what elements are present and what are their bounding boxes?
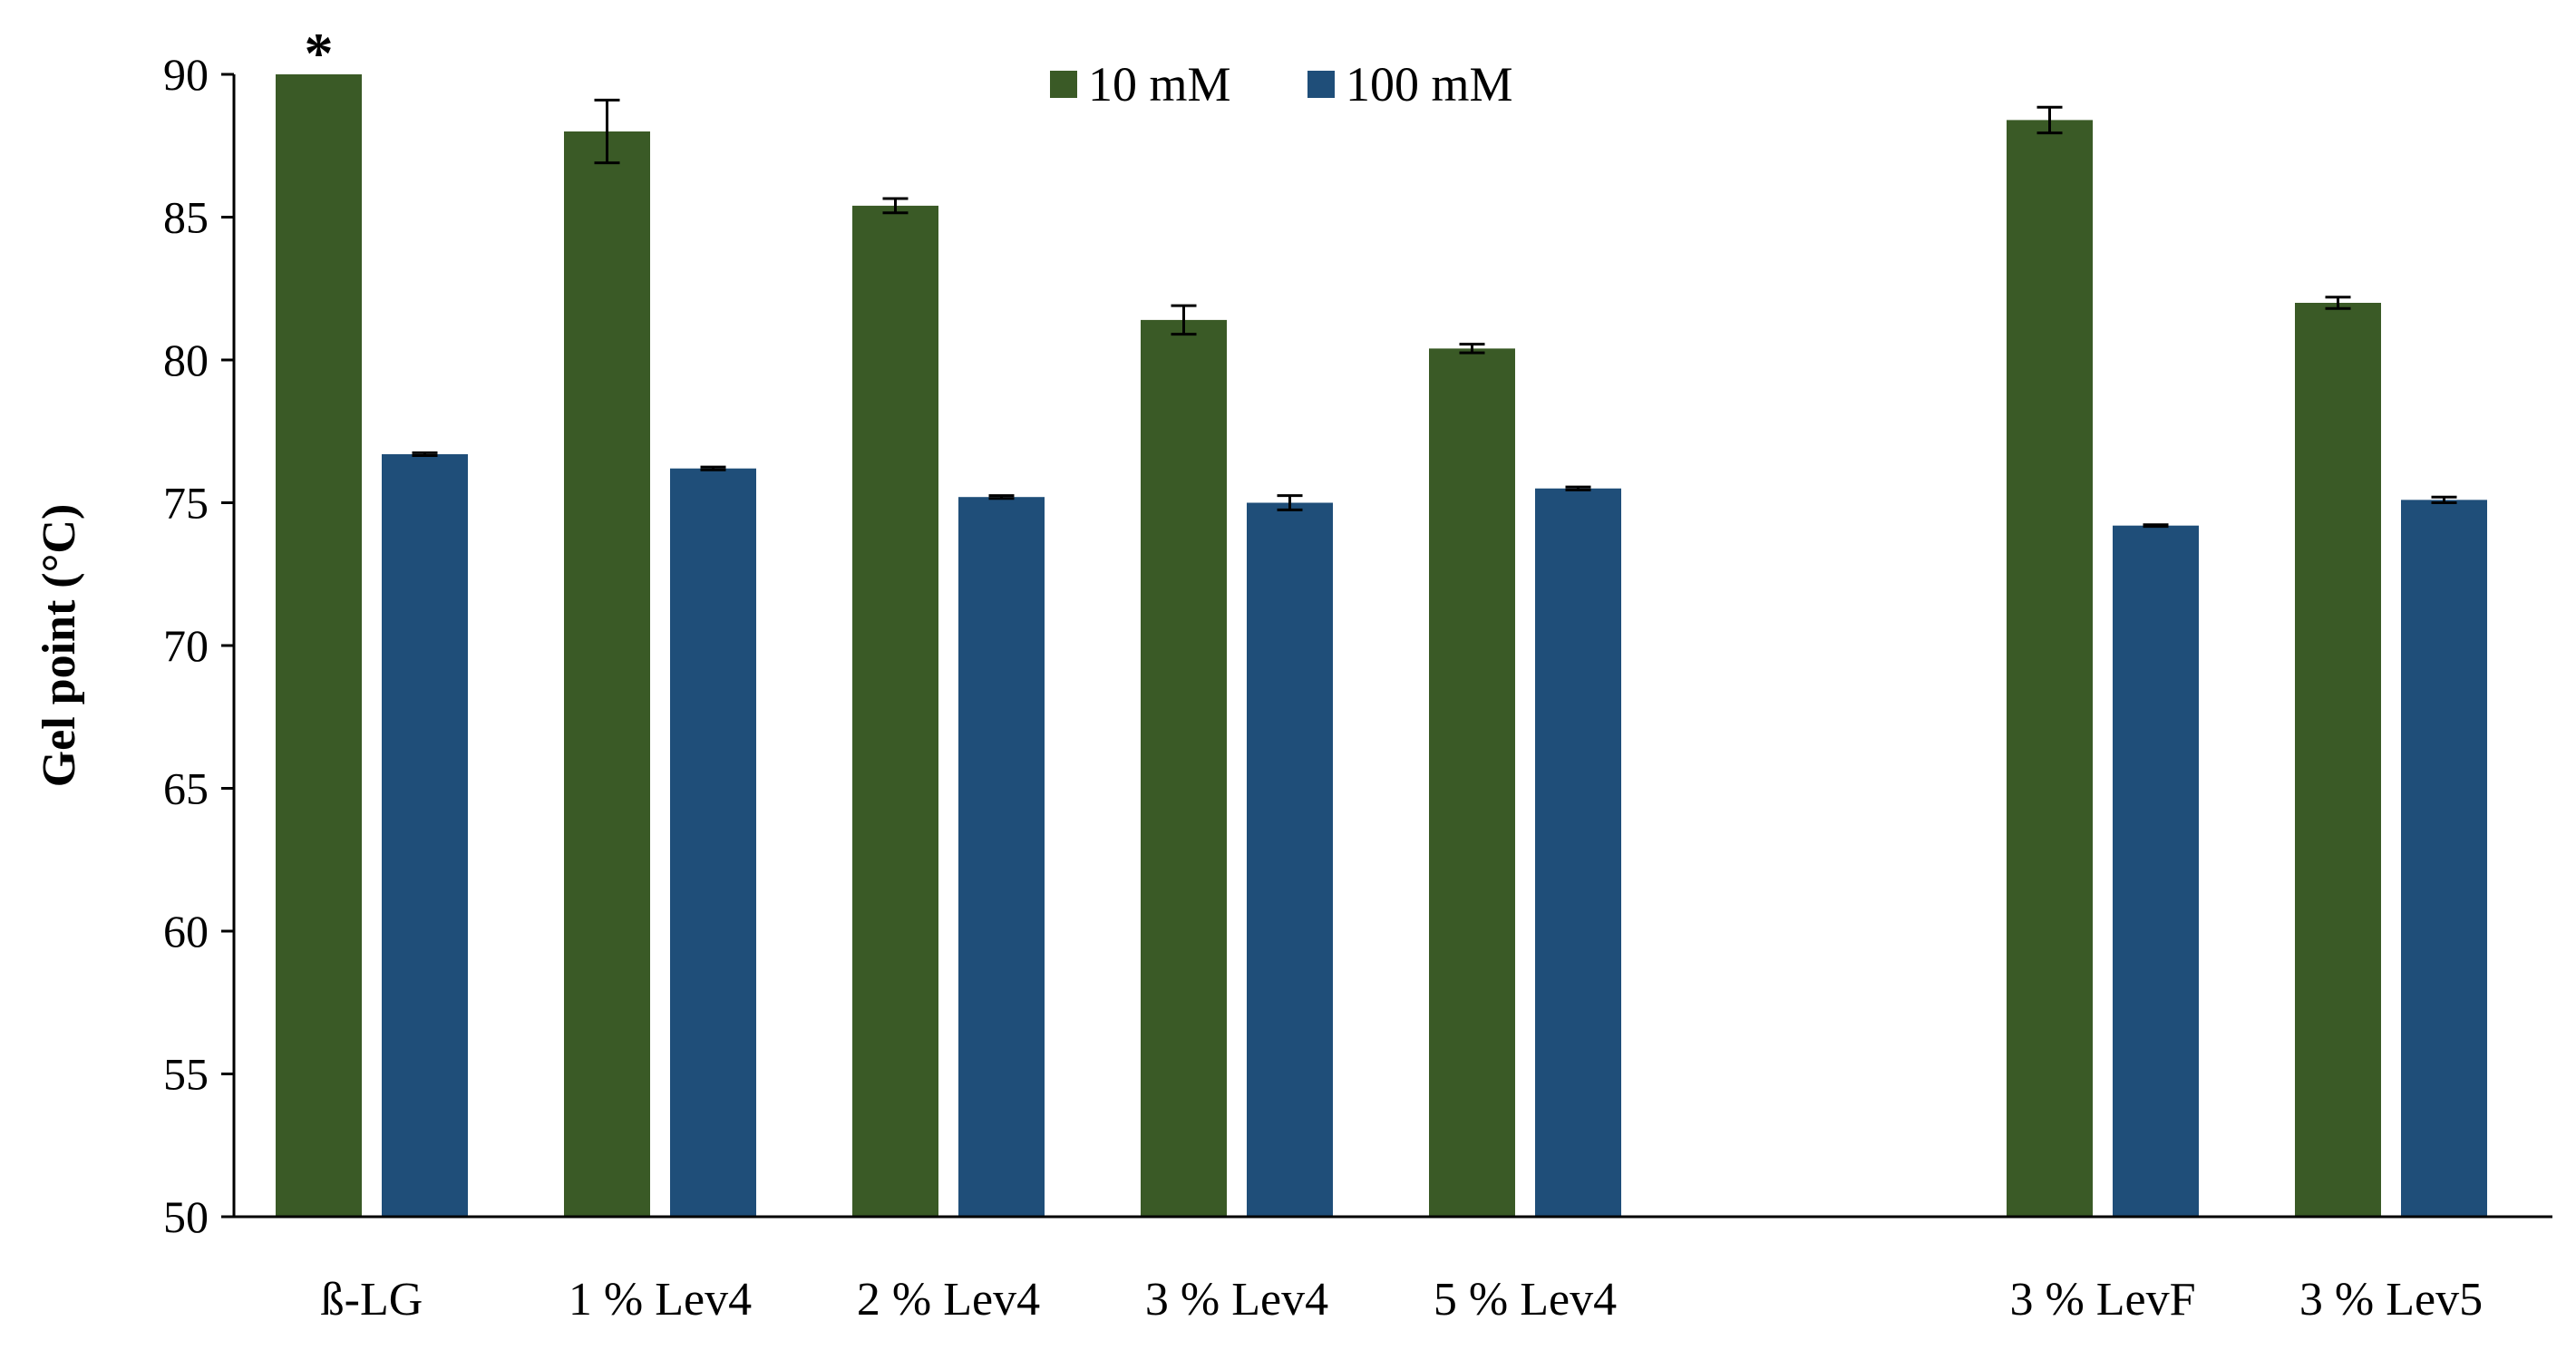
x-tick-label: 3 % Lev4	[1145, 1274, 1328, 1326]
error-bar-10mm-5	[2036, 105, 2063, 135]
legend: 10 mM 100 mM	[1050, 57, 1513, 112]
x-tick-label: 3 % LevF	[2009, 1274, 2195, 1326]
y-tick-label: 85	[163, 192, 209, 243]
y-tick-label: 70	[163, 620, 209, 671]
bar-10mm-6	[2295, 303, 2381, 1217]
axes-layer	[221, 73, 2552, 1219]
error-bar-10mm-4	[1459, 343, 1485, 354]
x-tick-label: ß-LG	[321, 1274, 423, 1326]
error-bar-100mm-5	[2143, 523, 2169, 529]
bar-100mm-5	[2113, 525, 2199, 1217]
bar-10mm-0	[276, 74, 362, 1217]
y-tick-label: 55	[163, 1049, 209, 1100]
bar-10mm-2	[852, 205, 938, 1217]
error-bars-layer	[412, 98, 2457, 529]
bar-10mm-1	[564, 131, 650, 1217]
legend-entry-100mm: 100 mM	[1307, 57, 1513, 112]
x-tick-label: 5 % Lev4	[1434, 1274, 1617, 1326]
legend-swatch	[1050, 71, 1077, 98]
bar-10mm-3	[1141, 319, 1227, 1217]
y-tick-label: 75	[163, 478, 209, 529]
y-tick-label: 50	[163, 1191, 209, 1242]
y-tick-label: 80	[163, 335, 209, 385]
x-tick-label: 1 % Lev4	[569, 1274, 752, 1326]
error-bar-10mm-3	[1171, 304, 1197, 336]
bar-100mm-6	[2401, 500, 2487, 1217]
bar-100mm-0	[382, 453, 468, 1217]
error-bar-100mm-2	[988, 494, 1015, 500]
error-bar-100mm-3	[1277, 494, 1303, 511]
bar-100mm-3	[1247, 502, 1333, 1217]
legend-label: 100 mM	[1346, 57, 1513, 112]
error-bar-100mm-0	[412, 451, 438, 458]
error-bar-100mm-1	[700, 465, 726, 471]
bar-100mm-1	[670, 468, 756, 1217]
error-bar-10mm-2	[882, 197, 909, 215]
y-tick-label: 60	[163, 906, 209, 957]
bars-layer	[276, 74, 2487, 1217]
y-tick-label: 90	[163, 49, 209, 100]
y-axis-title: Gel point (°C)	[34, 504, 85, 788]
error-bar-100mm-4	[1565, 485, 1591, 491]
bar-10mm-5	[2007, 120, 2093, 1217]
bar-100mm-4	[1535, 488, 1621, 1217]
y-tick-label: 65	[163, 763, 209, 814]
bar-100mm-2	[958, 497, 1045, 1217]
significance-annotation: *	[305, 21, 334, 85]
legend-label: 10 mM	[1088, 57, 1231, 112]
legend-entry-10mm: 10 mM	[1050, 57, 1231, 112]
legend-swatch	[1307, 71, 1335, 98]
error-bar-100mm-6	[2431, 495, 2457, 504]
x-tick-label: 2 % Lev4	[857, 1274, 1040, 1326]
error-bar-10mm-1	[594, 98, 620, 165]
error-bar-10mm-6	[2325, 296, 2351, 310]
bar-10mm-4	[1429, 348, 1515, 1217]
labels-layer: ß-LG 1 % Lev4 2 % Lev4 3 % Lev4 5 % Lev4 3 % …	[34, 21, 2483, 1326]
x-tick-label: 3 % Lev5	[2299, 1274, 2483, 1326]
